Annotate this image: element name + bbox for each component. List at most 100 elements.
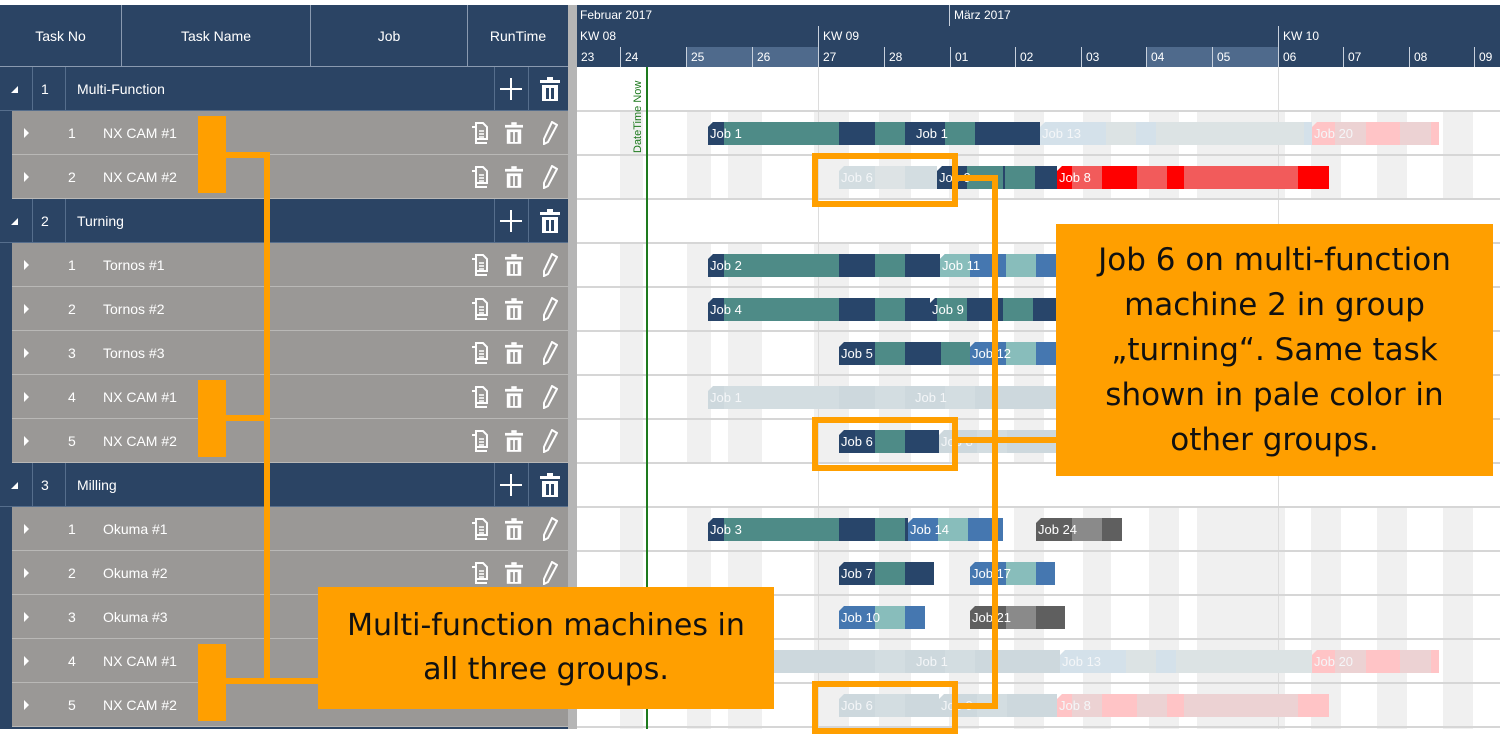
task-row[interactable]: 5 NX CAM #2 — [12, 419, 568, 463]
collapse-toggle[interactable] — [11, 199, 31, 243]
day-label[interactable]: 03 — [1081, 47, 1146, 67]
day-label[interactable]: 01 — [950, 47, 1015, 67]
copy-button[interactable] — [464, 111, 494, 155]
day-label[interactable]: 05 — [1212, 47, 1278, 67]
job-bar[interactable]: Job 14 — [908, 518, 1003, 541]
task-row[interactable]: 3 Tornos #3 — [12, 331, 568, 375]
job-bar-pale[interactable]: Job 13 — [1040, 122, 1312, 145]
task-row[interactable]: 1 NX CAM #1 — [12, 111, 568, 155]
edit-task-button[interactable] — [536, 375, 564, 419]
edit-task-button[interactable] — [536, 287, 564, 331]
delete-task-button[interactable] — [500, 331, 528, 375]
job-bar[interactable]: Job 21 — [970, 606, 1065, 629]
delete-task-button[interactable] — [500, 243, 528, 287]
edit-task-button[interactable] — [536, 507, 564, 551]
job-bar[interactable]: Job 4 — [708, 298, 930, 321]
expand-toggle[interactable] — [24, 595, 29, 639]
job-bar[interactable]: Job 10 — [839, 606, 925, 629]
day-label[interactable]: 27 — [818, 47, 884, 67]
job-bar-pale[interactable]: Job 20 — [1312, 650, 1439, 673]
grid-chart-splitter[interactable] — [568, 5, 577, 729]
day-label[interactable]: 08 — [1409, 47, 1474, 67]
task-row[interactable]: 4 NX CAM #1 — [12, 375, 568, 419]
column-header-task-no[interactable]: Task No — [0, 5, 122, 67]
copy-button[interactable] — [464, 419, 494, 463]
job-bar-pale[interactable]: Job 6 — [839, 694, 939, 717]
job-bar-pale[interactable]: Job 1 Job 1 — [708, 386, 1060, 409]
delete-task-button[interactable] — [500, 111, 528, 155]
job-bar-job6[interactable]: Job 6 — [839, 430, 939, 453]
expand-toggle[interactable] — [24, 375, 29, 419]
expand-toggle[interactable] — [24, 331, 29, 375]
job-bar-pale[interactable]: Job 20 — [1312, 122, 1439, 145]
day-label[interactable]: 04 — [1146, 47, 1212, 67]
expand-toggle[interactable] — [24, 243, 29, 287]
group-row-multi-function[interactable]: 1 Multi-Function — [0, 67, 568, 111]
job-bar-pale[interactable]: Job 6 — [839, 166, 937, 189]
delete-task-button[interactable] — [500, 419, 528, 463]
job-bar[interactable]: Job 7 — [839, 562, 934, 585]
collapse-toggle[interactable] — [11, 67, 31, 111]
job-bar[interactable]: Job 9 — [930, 298, 1060, 321]
job-bar[interactable]: Job 3 — [708, 518, 908, 541]
job-bar[interactable]: Job 12 — [970, 342, 1060, 365]
day-label[interactable]: 06 — [1278, 47, 1343, 67]
add-task-button[interactable] — [494, 463, 528, 507]
copy-button[interactable] — [464, 507, 494, 551]
day-label[interactable]: 23 — [581, 50, 595, 64]
job-bar[interactable]: Job 9 — [937, 166, 1057, 189]
edit-task-button[interactable] — [536, 331, 564, 375]
delete-task-button[interactable] — [500, 155, 528, 199]
expand-toggle[interactable] — [24, 507, 29, 551]
job-bar[interactable]: Job 17 — [970, 562, 1055, 585]
delete-group-button[interactable] — [532, 463, 568, 507]
job-bar[interactable]: Job 24 — [1036, 518, 1122, 541]
task-row[interactable]: 2 Tornos #2 — [12, 287, 568, 331]
copy-button[interactable] — [464, 331, 494, 375]
expand-toggle[interactable] — [24, 639, 29, 683]
task-row[interactable]: 2 NX CAM #2 — [12, 155, 568, 199]
day-label[interactable]: 26 — [752, 47, 818, 67]
task-row[interactable]: 1 Okuma #1 — [12, 507, 568, 551]
day-label[interactable]: 25 — [686, 47, 752, 67]
expand-toggle[interactable] — [24, 155, 29, 199]
delete-task-button[interactable] — [500, 507, 528, 551]
job-bar-pale[interactable]: Job 13 — [1060, 650, 1312, 673]
edit-task-button[interactable] — [536, 243, 564, 287]
column-header-task-name[interactable]: Task Name — [122, 5, 311, 67]
delete-task-button[interactable] — [500, 287, 528, 331]
day-label[interactable]: 28 — [884, 47, 950, 67]
add-task-button[interactable] — [494, 67, 528, 111]
job-bar[interactable]: Job 8 — [1057, 166, 1329, 189]
column-header-job[interactable]: Job — [311, 5, 468, 67]
group-row-turning[interactable]: 2 Turning — [0, 199, 568, 243]
job-bar-pale[interactable]: Job 1 — [708, 650, 1060, 673]
expand-toggle[interactable] — [24, 111, 29, 155]
job-bar-pale[interactable]: Job 9 — [939, 694, 1057, 717]
copy-button[interactable] — [464, 551, 494, 595]
job-bar[interactable]: Job 2 — [708, 254, 940, 277]
day-label[interactable]: 24 — [620, 47, 686, 67]
day-label[interactable]: 02 — [1015, 47, 1081, 67]
job-bar[interactable]: Job 1 Job 1 — [708, 122, 1040, 145]
copy-button[interactable] — [464, 155, 494, 199]
copy-button[interactable] — [464, 375, 494, 419]
day-label[interactable]: 07 — [1343, 47, 1409, 67]
expand-toggle[interactable] — [24, 287, 29, 331]
job-bar-pale[interactable]: Job 8 — [939, 430, 1060, 453]
edit-task-button[interactable] — [536, 155, 564, 199]
job-bar-pale[interactable]: Job 8 — [1057, 694, 1329, 717]
delete-group-button[interactable] — [532, 67, 568, 111]
column-header-runtime[interactable]: RunTime — [468, 5, 568, 67]
day-label[interactable]: 09 — [1474, 47, 1500, 67]
copy-button[interactable] — [464, 243, 494, 287]
add-task-button[interactable] — [494, 199, 528, 243]
edit-task-button[interactable] — [536, 551, 564, 595]
edit-task-button[interactable] — [536, 111, 564, 155]
expand-toggle[interactable] — [24, 551, 29, 595]
job-bar[interactable]: Job 11 — [940, 254, 1060, 277]
expand-toggle[interactable] — [24, 419, 29, 463]
delete-group-button[interactable] — [532, 199, 568, 243]
job-bar[interactable]: Job 5 — [839, 342, 970, 365]
delete-task-button[interactable] — [500, 551, 528, 595]
